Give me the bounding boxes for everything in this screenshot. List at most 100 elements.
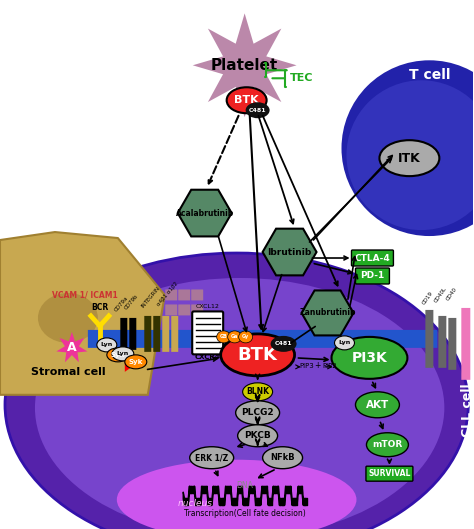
Text: GB: GB <box>220 334 228 340</box>
Ellipse shape <box>125 355 147 369</box>
FancyArrowPatch shape <box>310 159 391 242</box>
Polygon shape <box>263 229 317 276</box>
Ellipse shape <box>356 392 400 418</box>
Text: PIP3: PIP3 <box>299 363 314 369</box>
FancyBboxPatch shape <box>165 305 177 315</box>
Ellipse shape <box>335 336 355 350</box>
Ellipse shape <box>263 446 302 469</box>
Ellipse shape <box>107 348 129 362</box>
FancyArrowPatch shape <box>348 257 356 299</box>
Ellipse shape <box>35 278 444 529</box>
Text: Ga: Ga <box>231 334 238 340</box>
Ellipse shape <box>117 460 356 529</box>
Text: +: + <box>314 361 321 370</box>
Text: CD40: CD40 <box>445 287 458 302</box>
Text: Gy: Gy <box>242 334 249 340</box>
Polygon shape <box>178 190 232 236</box>
Text: A: A <box>67 341 77 354</box>
FancyBboxPatch shape <box>171 316 178 352</box>
FancyArrowPatch shape <box>314 263 352 274</box>
FancyArrowPatch shape <box>258 116 294 223</box>
FancyArrowPatch shape <box>219 236 247 332</box>
Polygon shape <box>193 13 297 117</box>
FancyBboxPatch shape <box>192 312 223 354</box>
FancyBboxPatch shape <box>88 330 438 348</box>
Text: PKCB: PKCB <box>244 431 271 440</box>
FancyArrowPatch shape <box>255 440 260 445</box>
Text: Syk: Syk <box>128 359 143 365</box>
Text: CD19: CD19 <box>421 291 434 306</box>
Text: ITK: ITK <box>398 152 421 165</box>
Text: NFkB: NFkB <box>270 453 295 462</box>
FancyBboxPatch shape <box>191 305 203 315</box>
Text: α4β1 α1β2: α4β1 α1β2 <box>156 281 179 307</box>
Text: Lyn: Lyn <box>100 342 113 348</box>
Text: VCAM 1/ ICAM1: VCAM 1/ ICAM1 <box>52 290 118 299</box>
Text: Lyn: Lyn <box>338 340 351 345</box>
FancyArrowPatch shape <box>209 116 238 184</box>
FancyArrowPatch shape <box>350 275 357 305</box>
Ellipse shape <box>228 331 242 343</box>
Ellipse shape <box>217 331 231 343</box>
Ellipse shape <box>97 338 117 352</box>
Ellipse shape <box>238 331 253 343</box>
Ellipse shape <box>346 80 474 230</box>
Text: Zanubrutinib: Zanubrutinib <box>299 308 356 317</box>
Text: DNA: DNA <box>236 481 253 490</box>
Ellipse shape <box>190 446 234 469</box>
FancyBboxPatch shape <box>165 289 177 300</box>
Text: CD79b: CD79b <box>124 294 140 311</box>
FancyBboxPatch shape <box>448 318 456 370</box>
Text: Ibrutinib: Ibrutinib <box>267 248 312 257</box>
FancyBboxPatch shape <box>356 268 390 284</box>
FancyBboxPatch shape <box>144 316 151 352</box>
FancyBboxPatch shape <box>425 310 433 368</box>
FancyBboxPatch shape <box>352 250 393 266</box>
FancyArrowPatch shape <box>147 357 217 369</box>
Text: mTOR: mTOR <box>372 440 402 449</box>
Text: CD40L: CD40L <box>433 286 447 304</box>
FancyArrowPatch shape <box>255 418 260 423</box>
Ellipse shape <box>38 293 98 343</box>
FancyBboxPatch shape <box>120 318 128 350</box>
FancyArrowPatch shape <box>255 395 260 400</box>
Ellipse shape <box>246 102 270 118</box>
FancyBboxPatch shape <box>153 316 160 352</box>
Text: nucleus: nucleus <box>178 499 213 508</box>
Text: BLNK: BLNK <box>246 387 269 396</box>
FancyArrowPatch shape <box>312 256 348 260</box>
Polygon shape <box>56 332 88 362</box>
Text: Acalabrutinib: Acalabrutinib <box>175 208 234 217</box>
Text: PI3K: PI3K <box>352 351 387 365</box>
Text: PIP2: PIP2 <box>322 363 337 369</box>
Ellipse shape <box>237 425 278 446</box>
Ellipse shape <box>331 337 407 379</box>
Text: PLCG2: PLCG2 <box>241 408 274 417</box>
FancyArrowPatch shape <box>255 375 260 379</box>
Text: T cell: T cell <box>409 68 450 83</box>
Text: Transcription(Cell fate decision): Transcription(Cell fate decision) <box>184 508 306 518</box>
Text: PD-1: PD-1 <box>360 271 384 280</box>
FancyBboxPatch shape <box>191 289 203 300</box>
FancyArrowPatch shape <box>325 365 331 369</box>
FancyBboxPatch shape <box>438 316 447 368</box>
FancyBboxPatch shape <box>162 316 169 352</box>
Text: C481: C481 <box>249 108 266 113</box>
Polygon shape <box>125 348 142 372</box>
Text: CTLA-4: CTLA-4 <box>355 253 390 262</box>
Text: AKT: AKT <box>366 400 389 410</box>
Ellipse shape <box>380 140 439 176</box>
Ellipse shape <box>366 433 409 457</box>
Ellipse shape <box>112 347 134 361</box>
Ellipse shape <box>243 383 273 401</box>
Text: CXCL12: CXCL12 <box>196 304 219 309</box>
Ellipse shape <box>227 87 266 113</box>
FancyBboxPatch shape <box>366 466 413 481</box>
FancyArrowPatch shape <box>296 365 300 369</box>
FancyArrowPatch shape <box>263 116 338 286</box>
FancyBboxPatch shape <box>129 318 137 350</box>
FancyArrowPatch shape <box>287 326 315 345</box>
Ellipse shape <box>236 401 280 425</box>
FancyBboxPatch shape <box>178 289 190 300</box>
Text: TEC: TEC <box>290 74 313 83</box>
